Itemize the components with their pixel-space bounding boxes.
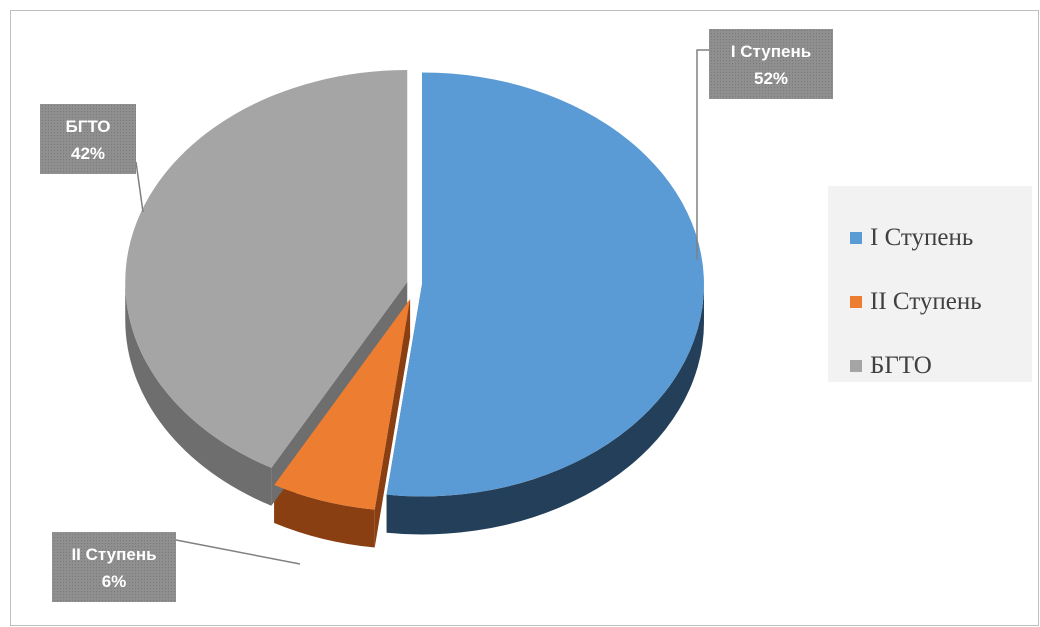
legend-item-ii-stupen[interactable]: II Ступень <box>828 270 1032 334</box>
legend-label: БГТО <box>870 352 932 379</box>
data-label-value: 42% <box>71 144 105 163</box>
legend-swatch <box>850 296 862 308</box>
data-label-leader-line <box>175 539 301 565</box>
legend-item-i-stupen[interactable]: I Ступень <box>828 206 1032 270</box>
pie-slice-rim <box>125 282 272 506</box>
pie-slice-rim <box>274 484 375 548</box>
pie-slice[interactable] <box>386 72 704 497</box>
data-label-leader-line <box>696 49 709 260</box>
legend-label: I Ступень <box>870 224 974 251</box>
data-label-name: II Ступень <box>71 545 156 564</box>
data-label-name: БГТО <box>65 117 110 136</box>
pie-slice-rim <box>386 284 704 535</box>
legend: I Ступень II Ступень БГТО <box>828 186 1032 382</box>
data-label-leader-line <box>135 161 144 213</box>
data-label-box <box>709 29 833 99</box>
pie-slice-cut-face <box>374 299 411 548</box>
data-label-value: 6% <box>102 572 127 591</box>
legend-item-bgto[interactable]: БГТО <box>828 334 1032 398</box>
legend-swatch <box>850 360 862 372</box>
legend-swatch <box>850 232 862 244</box>
data-label-box <box>40 104 136 174</box>
data-label-name: I Ступень <box>731 42 811 61</box>
data-label-box <box>52 532 176 602</box>
pie-slice[interactable] <box>125 70 408 468</box>
pie-slice[interactable] <box>274 299 411 510</box>
data-label-value: 52% <box>754 69 788 88</box>
legend-label: II Ступень <box>870 288 982 315</box>
